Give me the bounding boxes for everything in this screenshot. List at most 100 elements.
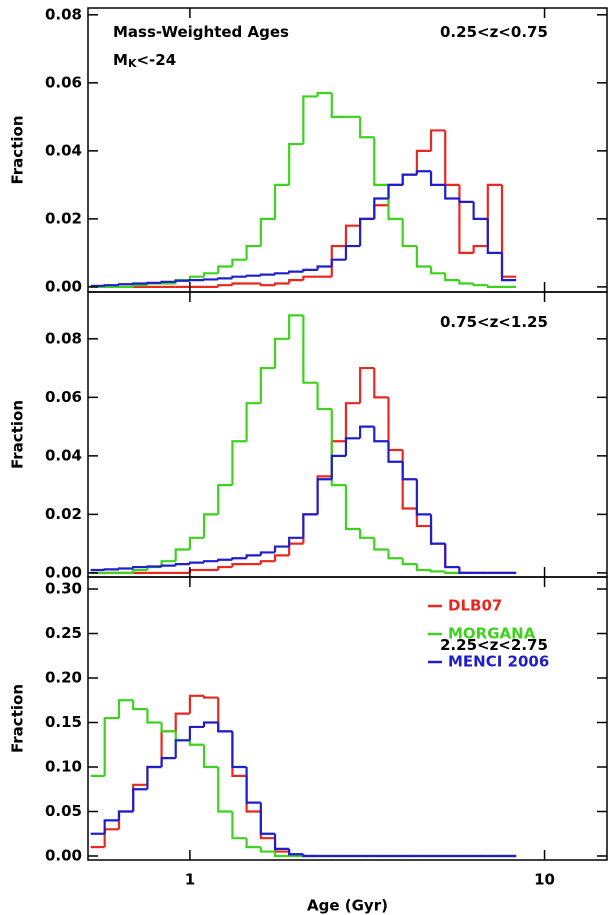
histogram-step [231, 563, 247, 568]
histogram-step [444, 130, 460, 186]
histogram-step [132, 568, 148, 573]
histogram-step [245, 767, 261, 804]
histogram-step [429, 526, 446, 545]
histogram-step [245, 244, 261, 260]
histogram-step [330, 244, 346, 277]
histogram-step [188, 725, 205, 741]
histogram-step [245, 554, 261, 559]
y-tick-label: 0.25 [45, 624, 82, 642]
annotation: 0.75<z<1.25 [440, 313, 548, 331]
histogram-step [231, 282, 247, 286]
histogram-step [217, 265, 233, 274]
histogram-step [359, 217, 375, 247]
histogram-step [273, 545, 290, 553]
histogram-step [103, 819, 119, 834]
histogram-step [330, 440, 346, 477]
histogram-step [288, 314, 304, 339]
histogram-step [415, 246, 432, 268]
histogram-step [387, 549, 403, 560]
histogram-step [401, 461, 417, 481]
histogram-step [245, 838, 261, 849]
histogram-step [472, 201, 488, 220]
legend-label: MORGANA [448, 625, 536, 643]
histogram-step [387, 397, 403, 452]
histogram-step [188, 278, 205, 282]
annotation-text: 2.25<z<2.75 [440, 636, 548, 654]
y-tick-label: 0.00 [45, 846, 82, 864]
y-tick-label: 0.05 [45, 802, 82, 820]
histogram-step [472, 283, 488, 287]
annotation: MK<-24 [113, 51, 176, 71]
histogram-step [188, 694, 205, 714]
y-tick-label: 0.06 [45, 73, 82, 91]
histogram-step [117, 699, 134, 719]
histogram-step [373, 368, 389, 399]
histogram-step [132, 788, 148, 812]
histogram-step [429, 266, 446, 275]
histogram-step [217, 284, 233, 287]
histogram-step [302, 513, 318, 538]
histogram-step [174, 731, 190, 742]
histogram-step [344, 485, 361, 531]
y-tick-label: 0.00 [45, 563, 82, 581]
histogram-step [103, 716, 119, 776]
plot-frame [87, 576, 608, 861]
y-axis-label: Fraction [9, 684, 27, 753]
histogram-step [444, 543, 460, 569]
histogram-step [458, 184, 474, 254]
histogram-step [132, 700, 148, 711]
histogram-step [231, 440, 247, 486]
histogram-step [202, 513, 219, 538]
y-tick-label: 0.30 [45, 580, 82, 598]
histogram-step [245, 274, 261, 277]
histogram-step [202, 695, 219, 699]
histogram-step [117, 567, 134, 570]
histogram-step [316, 91, 332, 97]
annotation: 0.25<z<0.75 [440, 23, 548, 41]
histogram-step [429, 569, 446, 573]
histogram-step [259, 560, 276, 565]
histogram-step [302, 268, 318, 272]
histogram-step [486, 218, 502, 254]
histogram-step [373, 197, 389, 219]
histogram-step [401, 173, 417, 185]
histogram-step [146, 281, 162, 284]
y-tick-label: 0.20 [45, 669, 82, 687]
histogram-step [103, 828, 119, 848]
histogram-step [202, 272, 219, 277]
histogram-step [387, 441, 403, 463]
histogram-step [160, 564, 176, 567]
histogram-step [429, 514, 446, 545]
histogram-step [188, 568, 205, 573]
histogram-step [330, 454, 346, 480]
histogram-step [259, 217, 276, 247]
histogram-step [217, 558, 233, 562]
histogram-step [160, 280, 176, 283]
y-tick-label: 0.02 [45, 209, 82, 227]
annotation: 2.25<z<2.75 [440, 636, 548, 654]
histogram-step [217, 565, 233, 570]
histogram-step [344, 224, 361, 247]
histogram-step [217, 697, 233, 733]
histogram-step [117, 283, 134, 286]
histogram-step [259, 802, 276, 835]
annotation-text: <-24 [136, 51, 176, 69]
histogram-step [217, 277, 233, 280]
histogram-step [231, 557, 247, 560]
y-axis-label: Fraction [9, 116, 27, 185]
histogram-step [231, 731, 247, 769]
histogram-step [373, 204, 389, 219]
histogram-step [146, 765, 162, 790]
annotation: Mass-Weighted Ages [113, 23, 289, 41]
histogram-step [359, 529, 375, 539]
histogram-step [302, 315, 318, 384]
histogram-step [231, 275, 247, 279]
histogram-step [429, 171, 446, 186]
histogram-step [273, 272, 290, 275]
histogram-step [415, 564, 432, 572]
histogram-step [486, 285, 502, 288]
histogram-step [330, 258, 346, 267]
histogram-step [344, 437, 361, 456]
x-axis-label: Age (Gyr) [307, 897, 388, 915]
histogram-step [302, 275, 318, 281]
